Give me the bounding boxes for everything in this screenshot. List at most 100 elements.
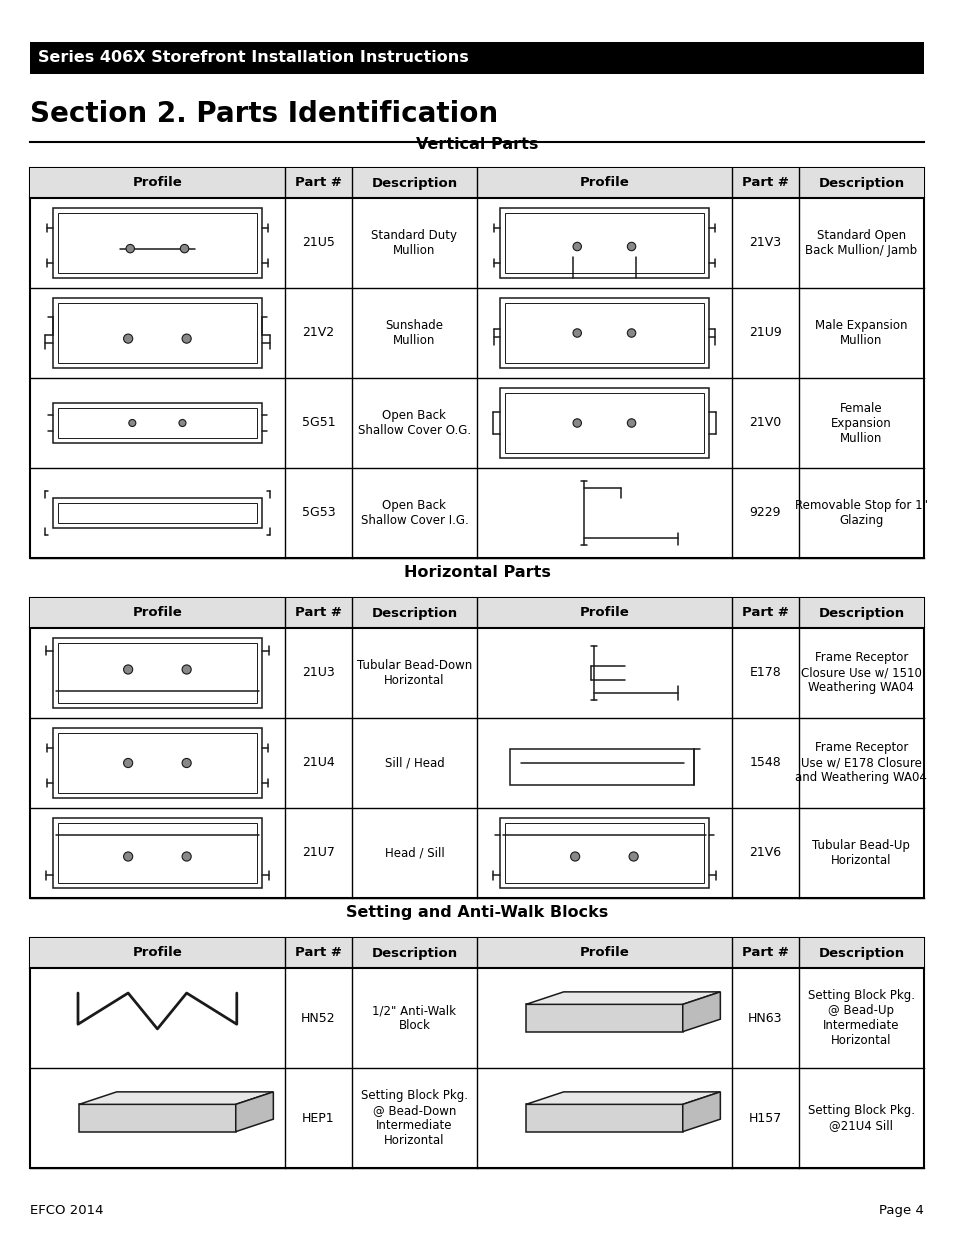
Circle shape [124,664,132,674]
Circle shape [124,852,132,861]
Polygon shape [682,992,720,1031]
Text: Description: Description [371,606,457,620]
Text: Open Back
Shallow Cover I.G.: Open Back Shallow Cover I.G. [360,499,468,527]
Bar [504,212,703,273]
Text: 21V2: 21V2 [302,326,335,340]
Bar [58,212,256,273]
Bar [504,393,703,453]
Text: Sill / Head: Sill / Head [384,757,444,769]
Text: Description: Description [371,946,457,960]
Polygon shape [525,992,720,1004]
Text: 1548: 1548 [749,757,781,769]
Bar [499,298,708,368]
Text: 5G51: 5G51 [301,416,335,430]
Polygon shape [525,1092,720,1104]
Bar [30,939,923,1168]
Text: Series 406X Storefront Installation Instructions: Series 406X Storefront Installation Inst… [38,51,468,65]
Bar [525,1004,682,1031]
Text: Page 4: Page 4 [879,1204,923,1216]
Text: Male Expansion
Mullion: Male Expansion Mullion [814,319,906,347]
Text: Profile: Profile [132,606,182,620]
Circle shape [182,758,191,768]
Bar [58,503,256,524]
Text: 21U9: 21U9 [748,326,781,340]
Polygon shape [79,1092,274,1104]
Circle shape [570,852,579,861]
Bar [510,748,694,785]
Text: Profile: Profile [132,946,182,960]
Bar [52,727,261,798]
Bar [30,168,923,198]
Text: 21U3: 21U3 [301,667,335,679]
Circle shape [573,419,580,427]
Bar [58,732,256,793]
Text: Part #: Part # [294,177,341,189]
Text: Part #: Part # [741,177,788,189]
Circle shape [182,333,191,343]
Text: Profile: Profile [578,177,629,189]
Text: 21V3: 21V3 [748,236,781,249]
Text: Profile: Profile [578,606,629,620]
Text: Profile: Profile [578,946,629,960]
Text: Part #: Part # [294,606,341,620]
Bar [499,818,708,888]
Text: E178: E178 [749,667,781,679]
Bar [52,207,261,278]
Text: Female
Expansion
Mullion: Female Expansion Mullion [830,401,891,445]
Text: 21U5: 21U5 [301,236,335,249]
Bar [525,1104,682,1131]
Circle shape [182,664,191,674]
Polygon shape [235,1092,274,1131]
Text: Description: Description [371,177,457,189]
Bar [30,168,923,558]
Bar [79,1104,235,1131]
Circle shape [180,245,189,253]
Circle shape [179,420,186,426]
Text: Frame Receptor
Closure Use w/ 1510
Weathering WA04: Frame Receptor Closure Use w/ 1510 Weath… [801,652,921,694]
Text: Setting Block Pkg.
@ Bead-Down
Intermediate
Horizontal: Setting Block Pkg. @ Bead-Down Intermedi… [360,1089,467,1147]
Circle shape [124,333,132,343]
Bar [30,598,923,629]
Text: Standard Open
Back Mullion/ Jamb: Standard Open Back Mullion/ Jamb [804,228,917,257]
Text: Head / Sill: Head / Sill [384,846,444,860]
Bar [30,598,923,898]
Circle shape [126,245,134,253]
Text: Tubular Bead-Up
Horizontal: Tubular Bead-Up Horizontal [812,839,909,867]
Circle shape [573,242,580,251]
Text: Sunshade
Mullion: Sunshade Mullion [385,319,443,347]
Polygon shape [682,1092,720,1131]
Bar [52,498,261,529]
Text: Tubular Bead-Down
Horizontal: Tubular Bead-Down Horizontal [356,659,472,687]
Text: Description: Description [818,177,903,189]
Text: Part #: Part # [741,946,788,960]
Circle shape [129,420,135,426]
Bar [52,818,261,888]
Text: Standard Duty
Mullion: Standard Duty Mullion [371,228,456,257]
Text: Setting Block Pkg.
@ Bead-Up
Intermediate
Horizontal: Setting Block Pkg. @ Bead-Up Intermediat… [807,989,914,1047]
Circle shape [573,329,580,337]
Text: 9229: 9229 [749,506,781,520]
Bar [30,939,923,968]
Text: Profile: Profile [132,177,182,189]
Text: Description: Description [818,946,903,960]
Text: 21V0: 21V0 [748,416,781,430]
Text: H157: H157 [748,1112,781,1125]
Circle shape [182,852,191,861]
Text: Open Back
Shallow Cover O.G.: Open Back Shallow Cover O.G. [357,409,471,437]
Bar [504,303,703,363]
Text: 1/2" Anti-Walk
Block: 1/2" Anti-Walk Block [372,1004,456,1032]
Text: Description: Description [818,606,903,620]
Bar [52,298,261,368]
Text: Vertical Parts: Vertical Parts [416,137,537,152]
Circle shape [627,419,635,427]
Circle shape [124,758,132,768]
Text: HN63: HN63 [747,1011,781,1025]
Circle shape [628,852,638,861]
Text: Removable Stop for 1"
Glazing: Removable Stop for 1" Glazing [794,499,927,527]
Circle shape [627,329,635,337]
Bar [52,638,261,708]
Bar [58,643,256,703]
Text: Setting and Anti-Walk Blocks: Setting and Anti-Walk Blocks [346,905,607,920]
Text: 21V6: 21V6 [748,846,781,860]
Bar [52,404,261,442]
